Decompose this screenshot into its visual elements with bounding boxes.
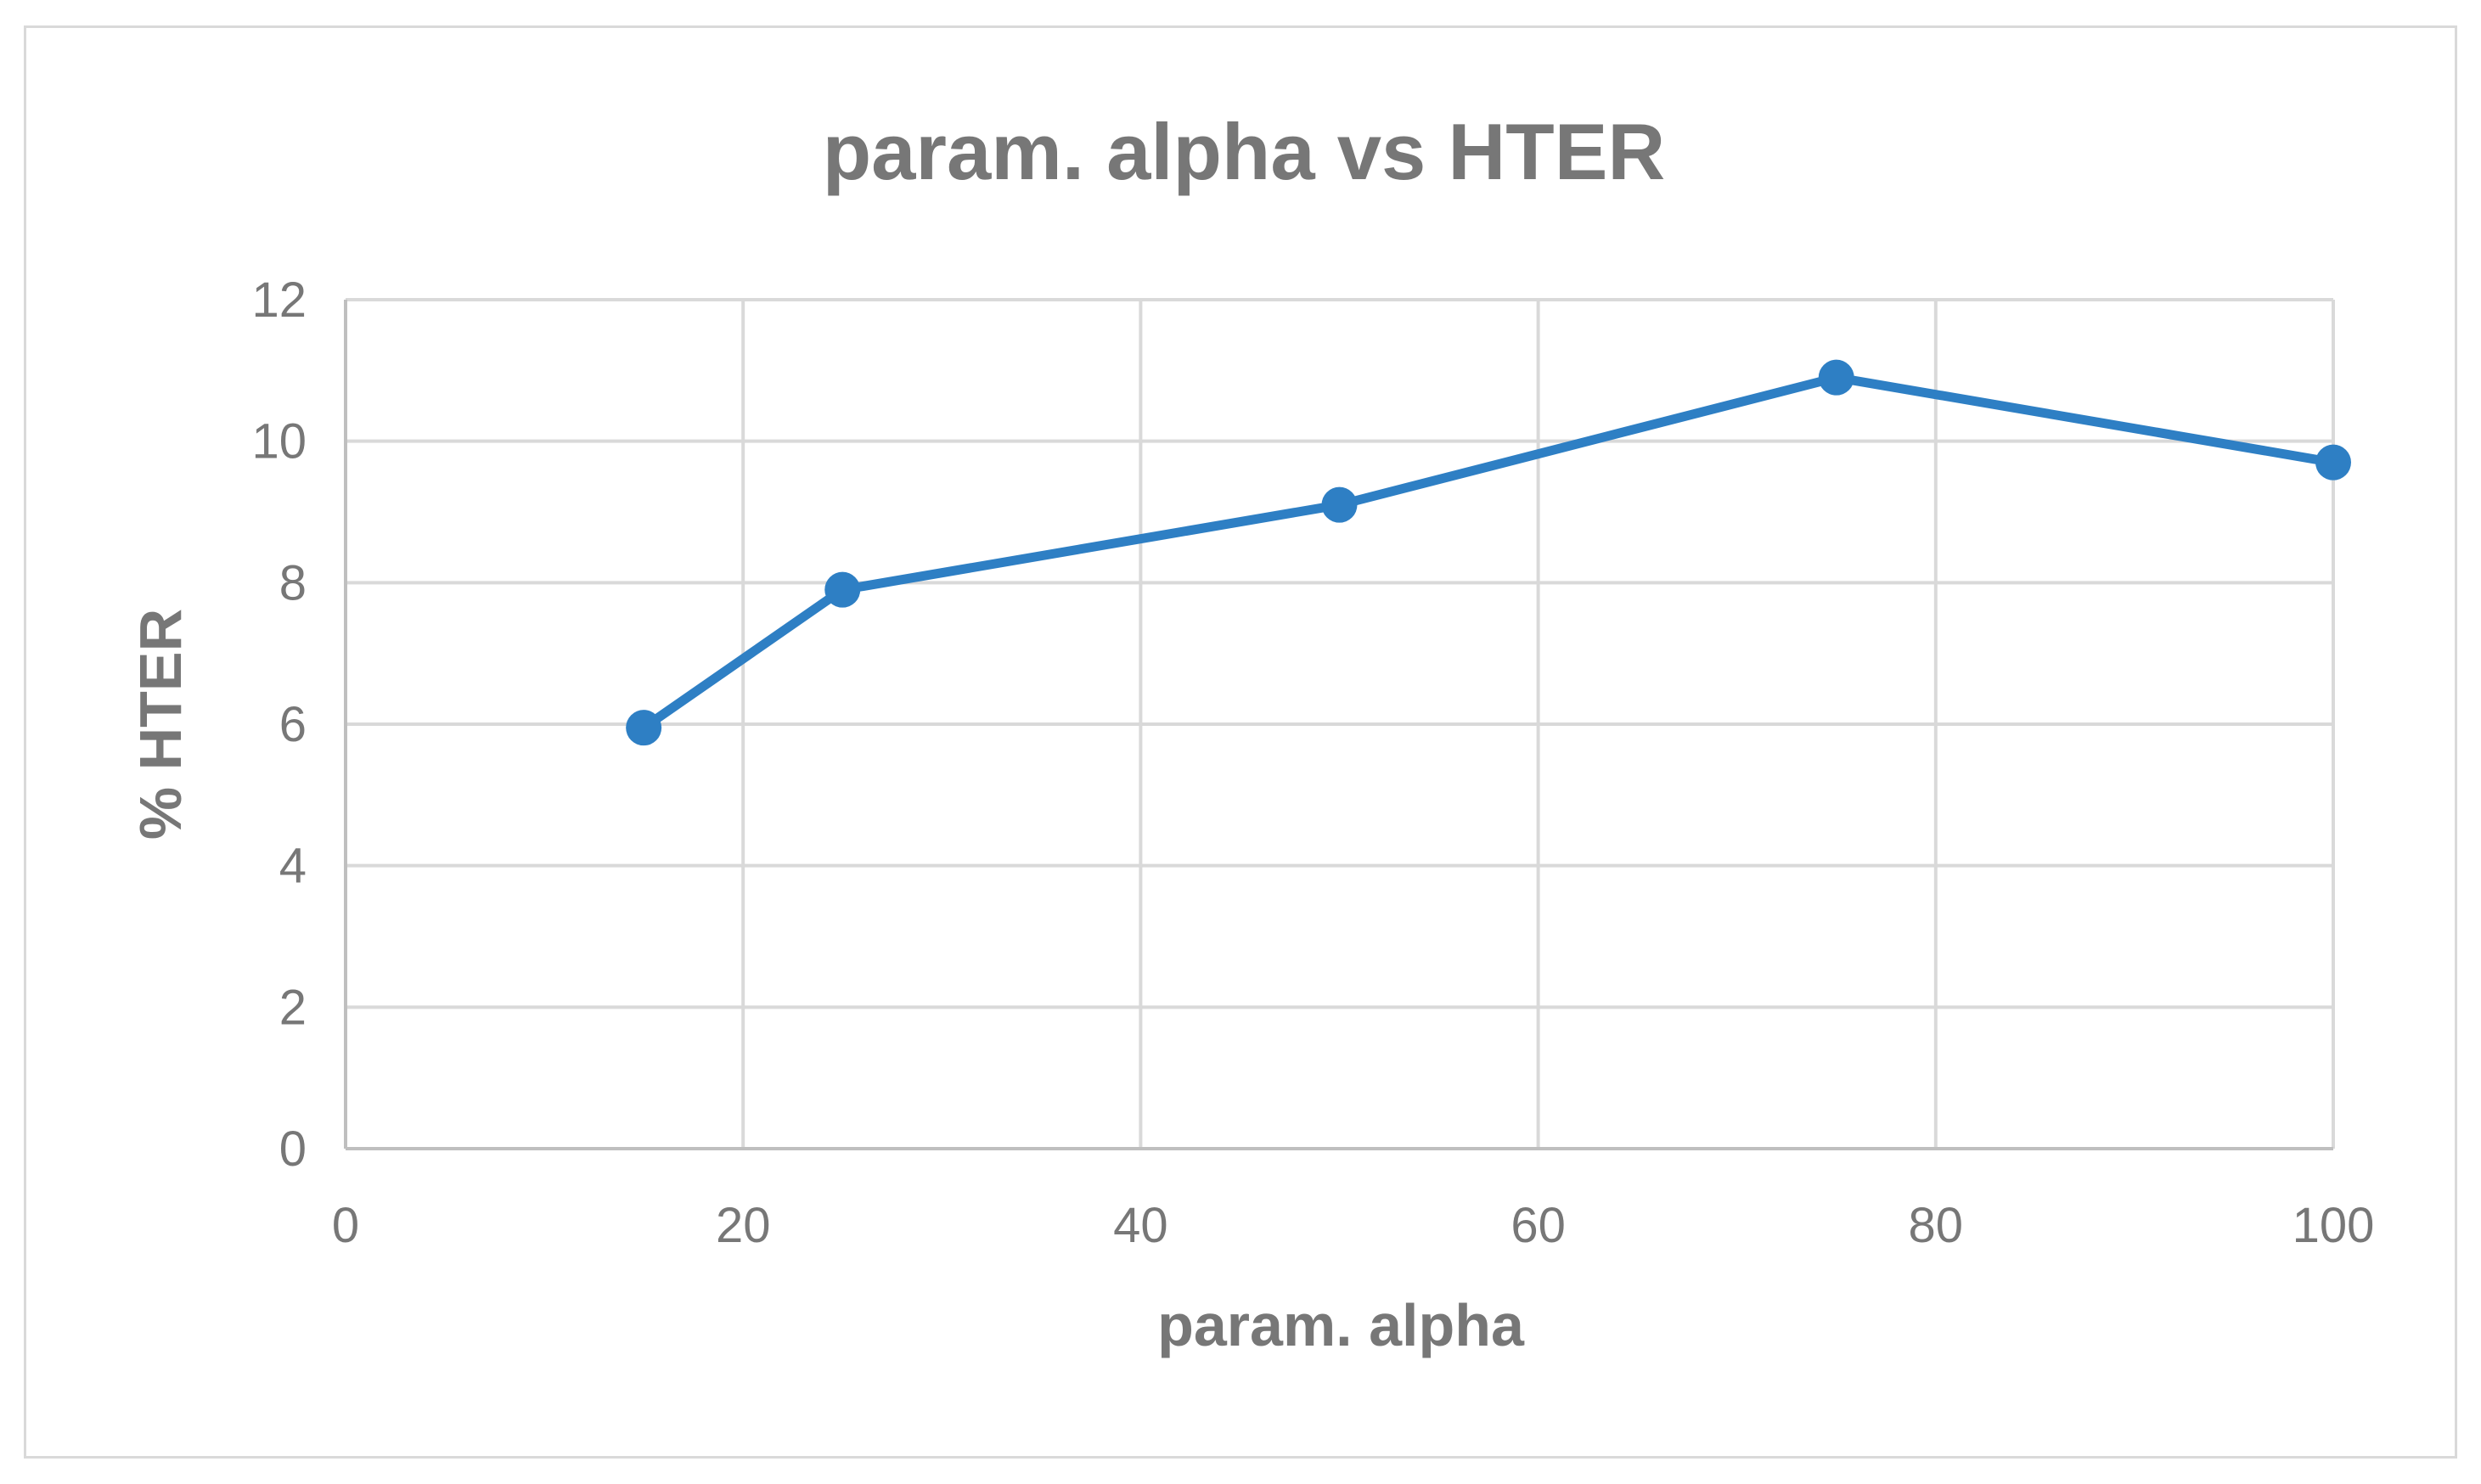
x-tick-label: 0: [332, 1198, 359, 1253]
x-tick-label: 100: [2293, 1198, 2375, 1253]
y-tick-label: 10: [251, 414, 307, 469]
y-axis-title: % HTER: [127, 609, 194, 840]
series-layer: [626, 359, 2351, 746]
grid-layer: [346, 298, 2335, 1149]
chart-title: param. alpha vs HTER: [823, 107, 1666, 196]
y-tick-label: 2: [279, 980, 307, 1035]
chart: 0 2 4 6 8 10 12 0 20 40 60 80 100 param. alpha vs H…: [127, 107, 2375, 1358]
y-tick-label: 12: [251, 273, 307, 328]
x-tick-label: 20: [716, 1198, 771, 1253]
data-point: [1818, 359, 1854, 396]
axis-layer: [344, 300, 2333, 1150]
x-tick-label: 80: [1909, 1198, 1964, 1253]
series-line: [639, 373, 2338, 733]
y-tick-labels: 0 2 4 6 8 10 12: [251, 273, 307, 1177]
y-tick-label: 0: [279, 1121, 307, 1177]
chart-frame: 0 2 4 6 8 10 12 0 20 40 60 80 100 param. alpha vs H…: [24, 25, 2457, 1459]
x-tick-labels: 0 20 40 60 80 100: [332, 1198, 2375, 1253]
x-tick-label: 40: [1113, 1198, 1168, 1253]
data-point: [2315, 444, 2351, 481]
y-tick-label: 4: [279, 839, 307, 894]
data-point: [824, 571, 861, 608]
x-axis-title: param. alpha: [1157, 1292, 1525, 1358]
data-point: [1321, 486, 1358, 523]
y-tick-label: 6: [279, 697, 307, 752]
y-tick-label: 8: [279, 555, 307, 610]
x-tick-label: 60: [1511, 1198, 1566, 1253]
data-point: [626, 710, 662, 746]
